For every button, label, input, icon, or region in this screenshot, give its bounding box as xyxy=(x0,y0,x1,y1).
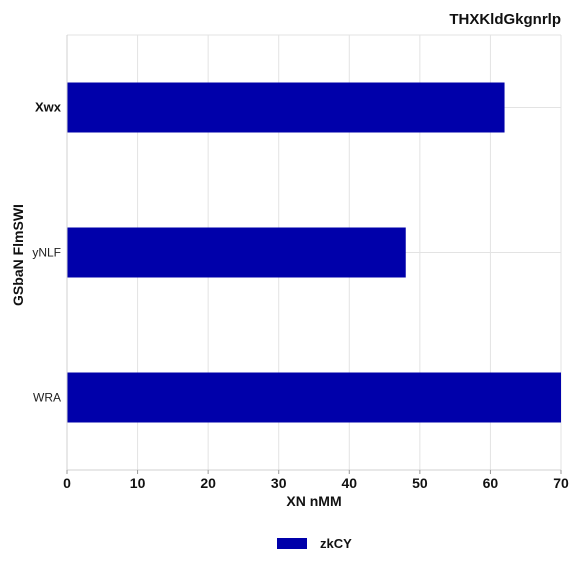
x-tick-label: 40 xyxy=(341,475,357,491)
axes xyxy=(66,35,562,474)
x-tick-label: 0 xyxy=(63,475,71,491)
legend: zkCY xyxy=(277,536,352,551)
chart-title: THXKldGkgnrlp xyxy=(449,11,561,28)
y-tick-label: yNLF xyxy=(32,246,61,260)
x-tick-label: 70 xyxy=(553,475,569,491)
bar xyxy=(67,227,406,278)
legend-label: zkCY xyxy=(320,536,352,551)
x-tick-label: 60 xyxy=(483,475,499,491)
x-tick-label: 50 xyxy=(412,475,428,491)
y-tick-labels: Xwx yNLF WRA xyxy=(32,100,61,405)
x-axis-title: XN nMM xyxy=(286,493,341,509)
y-tick-label: Xwx xyxy=(35,100,62,115)
bar xyxy=(67,82,505,133)
legend-swatch xyxy=(277,538,307,549)
x-tick-labels: 0 10 20 30 40 50 60 70 xyxy=(63,475,569,491)
bar xyxy=(67,372,561,423)
bars xyxy=(67,82,561,423)
x-tick-label: 20 xyxy=(200,475,216,491)
y-tick-label: WRA xyxy=(33,391,61,405)
x-tick-label: 10 xyxy=(130,475,146,491)
y-axis-title: GSbaN FlmSWI xyxy=(10,204,26,306)
x-tick-label: 30 xyxy=(271,475,287,491)
